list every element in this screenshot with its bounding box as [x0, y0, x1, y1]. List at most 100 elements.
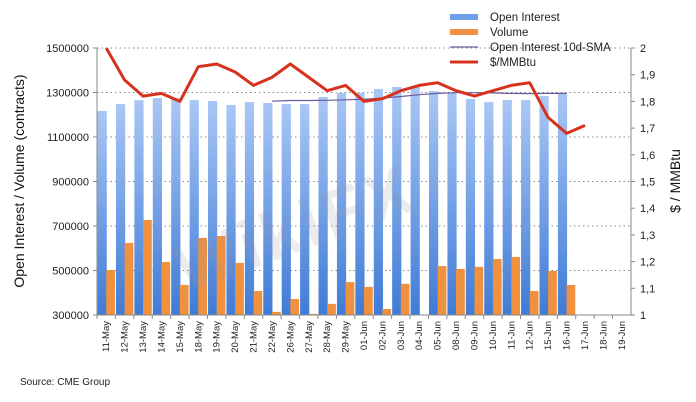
- x-tick-label: 27-May: [304, 321, 315, 353]
- legend: Open Interest Volume Open Interest 10d-SMA…: [450, 12, 611, 69]
- x-tick-label: 12-May: [120, 321, 131, 353]
- legend-label: Open Interest 10d-SMA: [490, 42, 611, 54]
- x-tick-label: 20-May: [230, 321, 241, 353]
- x-tick-label: 10-Jun: [488, 321, 499, 350]
- x-tick-label: 16-Jun: [562, 321, 573, 350]
- open-interest-bar: [152, 98, 163, 315]
- y2-tick-label: 1,9: [640, 70, 655, 82]
- x-tick-label: 11-May: [101, 321, 112, 352]
- open-interest-bar: [336, 92, 347, 315]
- x-tick-label: 04-Jun: [414, 321, 425, 350]
- y2-tick-label: 2: [640, 43, 646, 55]
- open-interest-bar: [392, 86, 402, 315]
- open-interest-bar: [115, 104, 126, 315]
- x-tick-label: 11-Jun: [506, 321, 517, 349]
- open-interest-bars: [97, 86, 568, 316]
- open-interest-bar: [244, 102, 255, 315]
- volume-bar: [364, 286, 373, 315]
- volume-bar: [548, 270, 557, 315]
- open-interest-bar: [502, 100, 512, 315]
- volume-bar: [566, 284, 576, 315]
- y-tick-label: 1300000: [46, 88, 89, 100]
- y-tick-label: 1100000: [47, 132, 89, 144]
- legend-label: Open Interest: [490, 12, 560, 24]
- sma-line: [271, 92, 567, 102]
- x-tick-label: 05-Jun: [433, 321, 444, 350]
- legend-label: $/MMBtu: [490, 57, 536, 69]
- price-line: [104, 47, 586, 135]
- x-tick-label: 19-May: [212, 321, 223, 353]
- y-axis-label: Open Interest / Volume (contracts): [11, 74, 27, 287]
- y2-tick-label: 1,4: [640, 203, 655, 215]
- y2-tick-label: 1,2: [640, 257, 655, 269]
- x-tick-label: 08-Jun: [451, 321, 462, 350]
- x-tick-label: 12-Jun: [525, 321, 536, 350]
- y-tick-label: 900000: [52, 177, 89, 189]
- y2-tick-label: 1,8: [640, 96, 655, 108]
- volume-bar: [271, 311, 281, 315]
- x-tick-label: 18-May: [193, 321, 204, 353]
- open-interest-bar: [373, 88, 383, 315]
- x-tick-label: 02-Jun: [377, 321, 388, 350]
- x-tick-label: 19-Jun: [617, 321, 628, 350]
- volume-bar: [511, 256, 521, 315]
- volume-bar: [529, 290, 539, 315]
- volume-bar: [474, 266, 484, 315]
- x-tick-label: 03-Jun: [396, 321, 407, 350]
- volume-bar: [345, 282, 355, 315]
- open-interest-bar: [281, 104, 291, 315]
- legend-swatch: [450, 14, 478, 20]
- y2-axis-label: $ / MMBtu: [667, 149, 683, 213]
- open-interest-bar: [318, 96, 328, 315]
- volume-bar: [143, 219, 152, 315]
- volume-bar: [124, 242, 134, 315]
- legend-swatch: [450, 29, 478, 35]
- y-tick-label: 700000: [52, 221, 89, 233]
- volume-bars: [106, 219, 576, 315]
- y2-tick-label: 1,1: [640, 283, 655, 295]
- right-axis-ticks: 1 1,1 1,2 1,3 1,4 1,5 1,6 1,7 1,8 1,9 2: [631, 43, 655, 322]
- left-axis-ticks: 300000 500000 700000 900000 1100000 1300000 15…: [46, 43, 97, 322]
- open-interest-bar: [171, 98, 181, 315]
- volume-bar: [235, 262, 244, 315]
- y-tick-label: 300000: [52, 310, 89, 322]
- x-tick-label: 01-Jun: [359, 321, 370, 350]
- x-tick-label: 09-Jun: [469, 321, 480, 350]
- volume-bar: [106, 270, 115, 315]
- volume-bar: [400, 283, 410, 315]
- open-interest-bar: [410, 86, 420, 315]
- open-interest-bar: [429, 90, 439, 315]
- volume-bar: [290, 298, 300, 315]
- sma-line-group: [271, 92, 567, 102]
- x-tick-label: 15-May: [175, 321, 186, 353]
- y-tick-label: 500000: [52, 266, 89, 278]
- y2-tick-label: 1: [640, 310, 646, 322]
- price-line-group: [104, 47, 586, 135]
- x-axis-ticks: 11-May 12-May 13-May 14-May 15-May 18-May 19-M…: [96, 315, 628, 353]
- volume-bar: [161, 262, 171, 315]
- open-interest-bar: [134, 100, 144, 315]
- volume-bar: [216, 236, 226, 315]
- x-tick-label: 13-May: [138, 321, 149, 353]
- open-interest-bar: [189, 100, 199, 315]
- x-tick-label: 18-Jun: [598, 321, 609, 350]
- x-tick-label: 29-May: [341, 321, 352, 353]
- open-interest-bar: [557, 92, 568, 315]
- x-tick-label: 28-May: [322, 321, 333, 353]
- open-interest-bar: [355, 92, 365, 315]
- y2-tick-label: 1,7: [640, 123, 655, 135]
- volume-bar: [492, 258, 502, 315]
- open-interest-bar: [226, 104, 236, 316]
- x-tick-label: 15-Jun: [543, 321, 554, 350]
- y2-tick-label: 1,3: [640, 230, 655, 242]
- x-tick-label: 26-May: [285, 321, 296, 353]
- open-interest-bar: [263, 102, 273, 316]
- volume-bar: [179, 284, 189, 315]
- volume-bar: [382, 308, 392, 315]
- open-interest-bar: [447, 92, 457, 315]
- open-interest-bar: [97, 110, 107, 315]
- open-interest-bar: [521, 100, 531, 315]
- volume-bar: [437, 266, 447, 315]
- y2-tick-label: 1,6: [640, 150, 655, 162]
